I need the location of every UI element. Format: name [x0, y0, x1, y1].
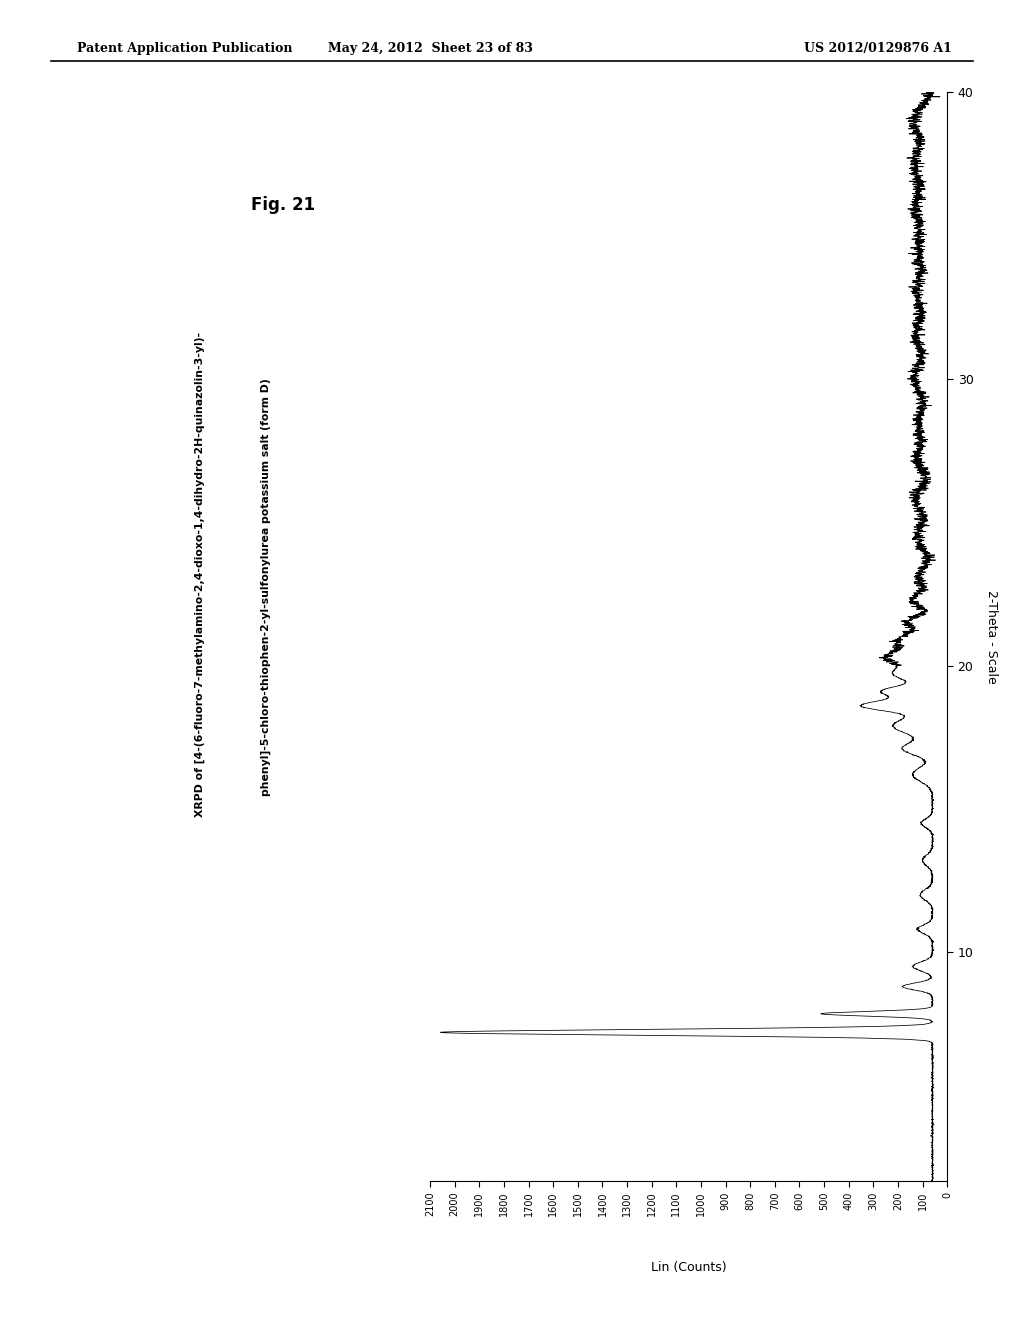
Text: phenyl]-5-chloro-thiophen-2-yl-sulfonylurea potassium salt (form D): phenyl]-5-chloro-thiophen-2-yl-sulfonylu…: [261, 379, 271, 796]
Text: XRPD of [4-(6-fluoro-7-methylamino-2,4-dioxo-1,4-dihydro-2H-quinazolin-3-yl)-: XRPD of [4-(6-fluoro-7-methylamino-2,4-d…: [195, 331, 205, 817]
Text: Fig. 21: Fig. 21: [251, 195, 315, 214]
Text: US 2012/0129876 A1: US 2012/0129876 A1: [805, 42, 952, 55]
X-axis label: Lin (Counts): Lin (Counts): [651, 1261, 726, 1274]
Y-axis label: 2-Theta - Scale: 2-Theta - Scale: [985, 590, 997, 684]
Text: Patent Application Publication: Patent Application Publication: [77, 42, 292, 55]
Text: May 24, 2012  Sheet 23 of 83: May 24, 2012 Sheet 23 of 83: [328, 42, 532, 55]
